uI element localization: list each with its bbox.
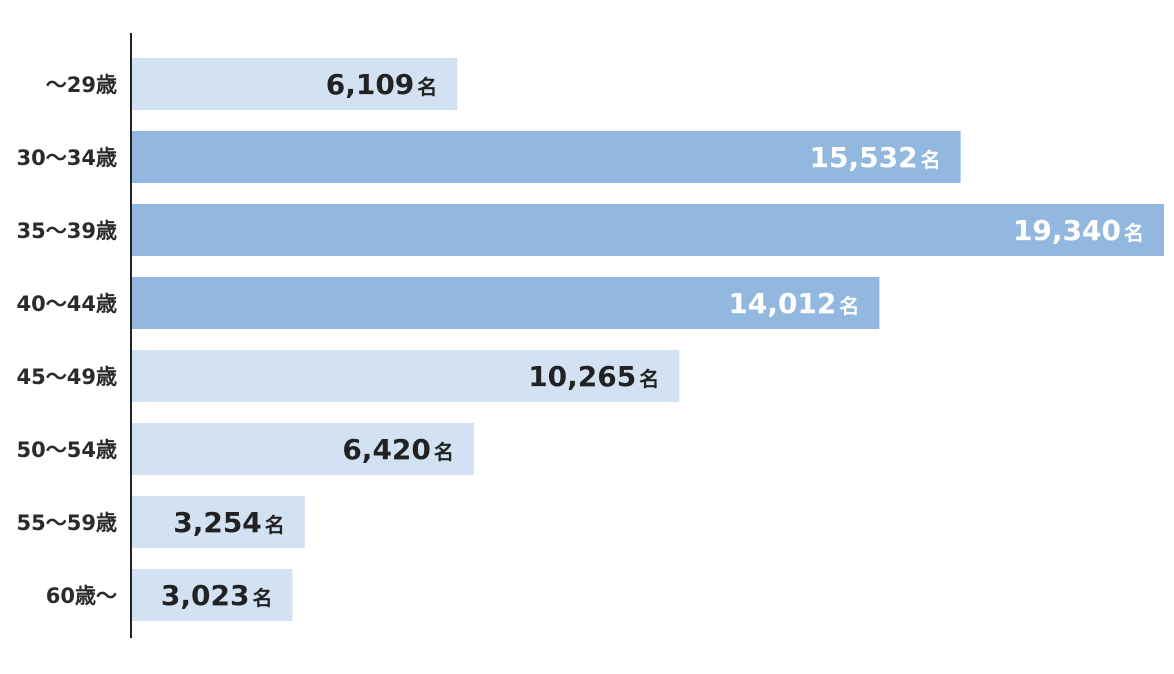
bar-value-unit: 名 xyxy=(921,148,941,172)
bar-value-unit: 名 xyxy=(639,367,659,391)
bar-value-number: 19,340 xyxy=(1013,214,1121,247)
bar-value-number: 6,420 xyxy=(342,433,431,466)
bar-value-label: 3,023 名 xyxy=(161,579,273,612)
bar xyxy=(131,423,474,475)
bar-value-number: 10,265 xyxy=(528,360,636,393)
bar xyxy=(131,58,458,110)
bar-value-label: 6,109 名 xyxy=(326,68,438,101)
category-label: 40～44歳 xyxy=(17,292,117,316)
category-label: 55～59歳 xyxy=(17,511,117,535)
bar-value-unit: 名 xyxy=(839,294,859,318)
bar-value-unit: 名 xyxy=(1124,221,1144,245)
bar xyxy=(131,350,680,402)
bar xyxy=(131,569,293,621)
category-label: 45～49歳 xyxy=(17,365,117,389)
value-labels-layer: 6,109 名15,532 名19,340 名14,012 名10,265 名6,420 名… xyxy=(161,68,1144,612)
category-label: ～29歳 xyxy=(46,73,117,97)
category-label: 60歳～ xyxy=(46,584,117,608)
bar-value-label: 6,420 名 xyxy=(342,433,454,466)
bar-value-label: 15,532 名 xyxy=(810,141,941,174)
bar-value-label: 10,265 名 xyxy=(528,360,659,393)
bar xyxy=(131,131,961,183)
bar-value-number: 3,254 xyxy=(173,506,262,539)
category-labels-layer: ～29歳 30～34歳 35～39歳 40～44歳 45～49歳 50～54歳 55～59歳… xyxy=(17,73,117,608)
bar-value-unit: 名 xyxy=(265,513,285,537)
bar-value-number: 14,012 xyxy=(728,287,836,320)
bar-value-unit: 名 xyxy=(252,586,272,610)
bar-value-label: 3,254 名 xyxy=(173,506,285,539)
category-label: 35～39歳 xyxy=(17,219,117,243)
bars-layer xyxy=(131,58,1164,621)
bar xyxy=(131,277,880,329)
category-label: 30～34歳 xyxy=(17,146,117,170)
bar-value-number: 15,532 xyxy=(810,141,918,174)
bar-value-number: 6,109 xyxy=(326,68,415,101)
bar xyxy=(131,496,305,548)
category-label: 50～54歳 xyxy=(17,438,117,462)
bar-value-label: 19,340 名 xyxy=(1013,214,1144,247)
bar-value-number: 3,023 xyxy=(161,579,250,612)
bar-value-unit: 名 xyxy=(417,75,437,99)
bar-value-unit: 名 xyxy=(434,440,454,464)
bar-value-label: 14,012 名 xyxy=(728,287,859,320)
bar xyxy=(131,204,1164,256)
